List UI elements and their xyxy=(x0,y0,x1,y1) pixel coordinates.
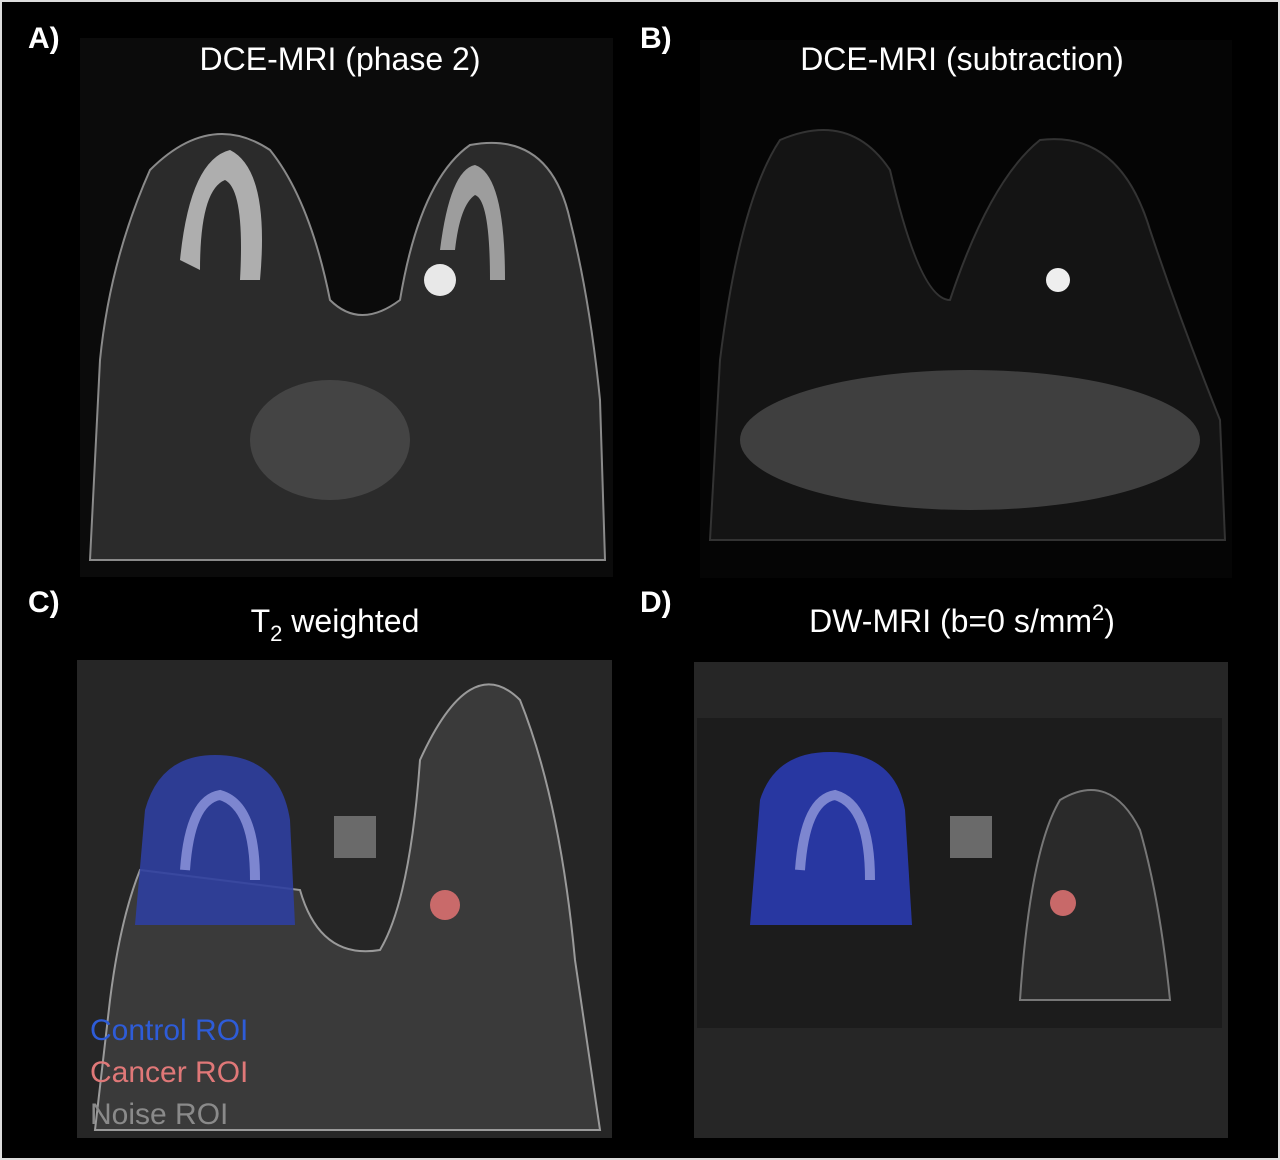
control-roi xyxy=(750,752,912,925)
cancer-roi xyxy=(1050,890,1076,916)
anatomy xyxy=(88,133,607,561)
tissue xyxy=(180,150,262,280)
enhancement xyxy=(740,370,1200,510)
panel-d: D) DW-MRI (b=0 s/mm2) xyxy=(640,586,1228,1138)
anatomy xyxy=(93,683,602,1131)
cancer-roi xyxy=(430,890,460,920)
lesion xyxy=(1046,268,1070,292)
panel-c: Control ROI Cancer ROI Noise ROI C) T2 w… xyxy=(28,586,612,1138)
panel-label: A) xyxy=(28,22,60,55)
anatomy xyxy=(1018,789,1172,1001)
control-roi xyxy=(135,755,295,925)
legend-item: Cancer ROI xyxy=(90,1056,248,1089)
heart xyxy=(250,380,410,500)
panel-a: A) DCE-MRI (phase 2) xyxy=(28,22,613,577)
panel-label: B) xyxy=(640,22,672,55)
tissue xyxy=(795,789,875,881)
tissue xyxy=(440,165,505,280)
panel-label: C) xyxy=(28,586,60,619)
tissue xyxy=(180,789,260,881)
panel-title: DCE-MRI (subtraction) xyxy=(800,41,1124,77)
panel-title: DCE-MRI (phase 2) xyxy=(200,41,481,77)
noise-roi xyxy=(950,816,992,858)
legend-item: Noise ROI xyxy=(90,1098,228,1131)
noise-roi xyxy=(334,816,376,858)
lesion xyxy=(424,264,456,296)
panel-b: B) DCE-MRI (subtraction) xyxy=(640,22,1232,578)
panel-title: DW-MRI (b=0 s/mm2) xyxy=(809,600,1115,639)
panel-label: D) xyxy=(640,586,672,619)
panel-title: T2 weighted xyxy=(251,603,420,646)
legend-item: Control ROI xyxy=(90,1014,248,1047)
